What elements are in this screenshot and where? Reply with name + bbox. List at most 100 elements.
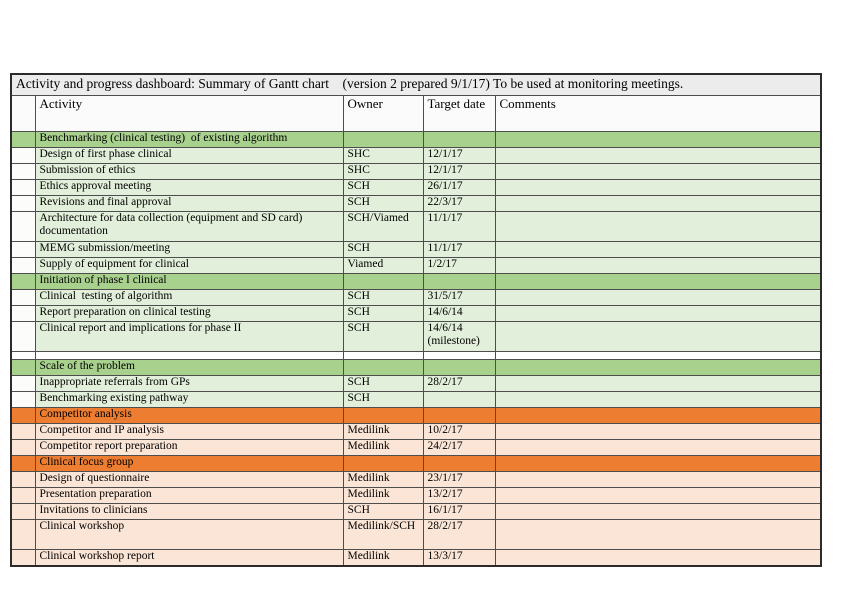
blank-row	[10, 351, 822, 360]
row-index-cell	[10, 147, 36, 164]
section-row: Initiation of phase I clinical	[10, 273, 822, 290]
target-date-cell: 13/3/17	[422, 549, 496, 567]
comments-cell	[494, 391, 822, 408]
row-index-cell	[10, 195, 36, 212]
activity-cell: Report preparation on clinical testing	[34, 305, 344, 322]
owner-cell: SCH	[342, 305, 424, 322]
owner-cell: SCH/Viamed	[342, 211, 424, 242]
row-index-cell	[10, 487, 36, 504]
owner-cell	[342, 455, 424, 472]
gantt-summary-table: Activity and progress dashboard: Summary…	[10, 73, 823, 567]
row-index-cell	[10, 163, 36, 180]
comments-cell	[494, 455, 822, 472]
owner-cell: Medilink	[342, 549, 424, 567]
table-row: Inappropriate referrals from GPs SCH 28/2/…	[10, 375, 822, 392]
table-row: Supply of equipment for clinical Viamed 1/…	[10, 257, 822, 274]
comments-cell	[494, 439, 822, 456]
row-index-cell	[10, 455, 36, 472]
owner-cell: Medilink	[342, 487, 424, 504]
comments-cell	[494, 147, 822, 164]
section-row: Benchmarking (clinical testing) of exist…	[10, 131, 822, 148]
comments-cell	[494, 179, 822, 196]
owner-cell	[342, 407, 424, 424]
comments-cell	[494, 305, 822, 322]
activity-cell: Clinical workshop report	[34, 549, 344, 567]
table-row: Design of questionnaire Medilink 23/1/17	[10, 471, 822, 488]
table-row: Clinical workshop Medilink/SCH 28/2/17	[10, 519, 822, 550]
row-index-cell	[10, 423, 36, 440]
table-row: Design of first phase clinical SHC 12/1/17	[10, 147, 822, 164]
row-index-cell	[10, 503, 36, 520]
row-index-cell	[10, 257, 36, 274]
page-title: Activity and progress dashboard: Summary…	[10, 73, 822, 96]
comments-cell	[494, 549, 822, 567]
activity-cell: Clinical report and implications for pha…	[34, 321, 344, 352]
owner-cell: SCH	[342, 321, 424, 352]
comments-cell	[494, 423, 822, 440]
activity-cell: Scale of the problem	[34, 359, 344, 376]
target-date-cell: 12/1/17	[422, 163, 496, 180]
comments-cell	[494, 241, 822, 258]
activity-cell: Ethics approval meeting	[34, 179, 344, 196]
comments-cell	[494, 503, 822, 520]
target-date-cell: 14/6/14 (milestone)	[422, 321, 496, 352]
table-row: Invitations to clinicians SCH 16/1/17	[10, 503, 822, 520]
comments-cell	[494, 163, 822, 180]
owner-cell: SCH	[342, 241, 424, 258]
table-row: Clinical report and implications for pha…	[10, 321, 822, 352]
owner-cell: SCH	[342, 289, 424, 306]
target-date-cell: 13/2/17	[422, 487, 496, 504]
activity-cell: Revisions and final approval	[34, 195, 344, 212]
target-date-cell: 12/1/17	[422, 147, 496, 164]
row-index-cell	[10, 211, 36, 242]
target-date-cell: 16/1/17	[422, 503, 496, 520]
activity-cell: Presentation preparation	[34, 487, 344, 504]
table-row: Presentation preparation Medilink 13/2/17	[10, 487, 822, 504]
owner-cell: SCH	[342, 375, 424, 392]
section-row: Competitor analysis	[10, 407, 822, 424]
row-index-cell	[10, 321, 36, 352]
table-row: Competitor and IP analysis Medilink 10/2/1…	[10, 423, 822, 440]
activity-cell: Inappropriate referrals from GPs	[34, 375, 344, 392]
comments-cell	[494, 519, 822, 550]
target-date-cell	[422, 131, 496, 148]
table-row: Submission of ethics SHC 12/1/17	[10, 163, 822, 180]
activity-cell: Supply of equipment for clinical	[34, 257, 344, 274]
owner-cell: SHC	[342, 147, 424, 164]
row-index-cell	[10, 549, 36, 567]
target-date-cell: 11/1/17	[422, 241, 496, 258]
target-date-cell: 22/3/17	[422, 195, 496, 212]
owner-cell	[342, 273, 424, 290]
owner-cell	[342, 359, 424, 376]
row-index-cell	[10, 305, 36, 322]
row-index-cell	[10, 131, 36, 148]
blank-cell	[494, 351, 822, 360]
activity-cell: Benchmarking (clinical testing) of exist…	[34, 131, 344, 148]
owner-cell: Medilink/SCH	[342, 519, 424, 550]
row-index-header-cell	[10, 95, 36, 132]
row-index-cell	[10, 359, 36, 376]
row-index-cell	[10, 375, 36, 392]
section-row: Clinical focus group	[10, 455, 822, 472]
table-row: Competitor report preparation Medilink 24/…	[10, 439, 822, 456]
comments-cell	[494, 321, 822, 352]
activity-cell: Competitor analysis	[34, 407, 344, 424]
target-date-cell: 28/2/17	[422, 519, 496, 550]
row-index-cell	[10, 289, 36, 306]
owner-cell: Medilink	[342, 471, 424, 488]
comments-cell	[494, 407, 822, 424]
table-row: Clinical workshop report Medilink 13/3/17	[10, 549, 822, 567]
column-header-comments: Comments	[494, 95, 822, 132]
comments-cell	[494, 289, 822, 306]
target-date-cell: 11/1/17	[422, 211, 496, 242]
owner-cell: Medilink	[342, 439, 424, 456]
activity-cell: Competitor and IP analysis	[34, 423, 344, 440]
owner-cell: SCH	[342, 195, 424, 212]
row-index-cell	[10, 407, 36, 424]
comments-cell	[494, 195, 822, 212]
table-row: Benchmarking existing pathway SCH	[10, 391, 822, 408]
section-row: Scale of the problem	[10, 359, 822, 376]
comments-cell	[494, 257, 822, 274]
row-index-cell	[10, 179, 36, 196]
